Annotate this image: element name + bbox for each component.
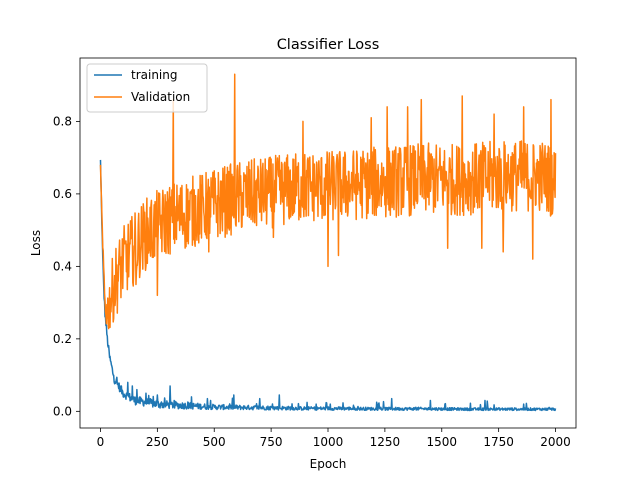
y-tick-label: 0.2 bbox=[53, 332, 72, 346]
x-axis-label: Epoch bbox=[310, 457, 347, 471]
x-ticks: 0 250 500 750 1000 1250 1500 1750 2000 bbox=[97, 428, 571, 449]
legend: training Validation bbox=[86, 63, 208, 113]
series-line-training bbox=[99, 159, 557, 412]
x-tick-label: 1500 bbox=[426, 435, 457, 449]
x-tick-label: 250 bbox=[146, 435, 169, 449]
legend-box bbox=[86, 63, 208, 113]
x-tick-label: 1750 bbox=[483, 435, 514, 449]
x-tick-label: 2000 bbox=[540, 435, 571, 449]
chart-title: Classifier Loss bbox=[277, 37, 380, 53]
legend-label-validation: Validation bbox=[131, 90, 190, 104]
y-tick-label: 0.4 bbox=[53, 259, 72, 273]
x-tick-label: 1000 bbox=[313, 435, 344, 449]
legend-label-training: training bbox=[131, 68, 178, 82]
x-tick-label: 0 bbox=[97, 435, 105, 449]
series-line-validation bbox=[99, 73, 557, 330]
x-tick-label: 750 bbox=[260, 435, 283, 449]
series-group bbox=[99, 73, 557, 412]
y-tick-label: 0.6 bbox=[53, 187, 72, 201]
y-axis-label: Loss bbox=[29, 230, 43, 256]
y-tick-label: 0.0 bbox=[53, 404, 72, 418]
y-tick-label: 0.8 bbox=[53, 114, 72, 128]
y-ticks: 0.0 0.2 0.4 0.6 0.8 bbox=[53, 114, 80, 418]
x-tick-label: 1250 bbox=[370, 435, 401, 449]
x-tick-label: 500 bbox=[203, 435, 226, 449]
